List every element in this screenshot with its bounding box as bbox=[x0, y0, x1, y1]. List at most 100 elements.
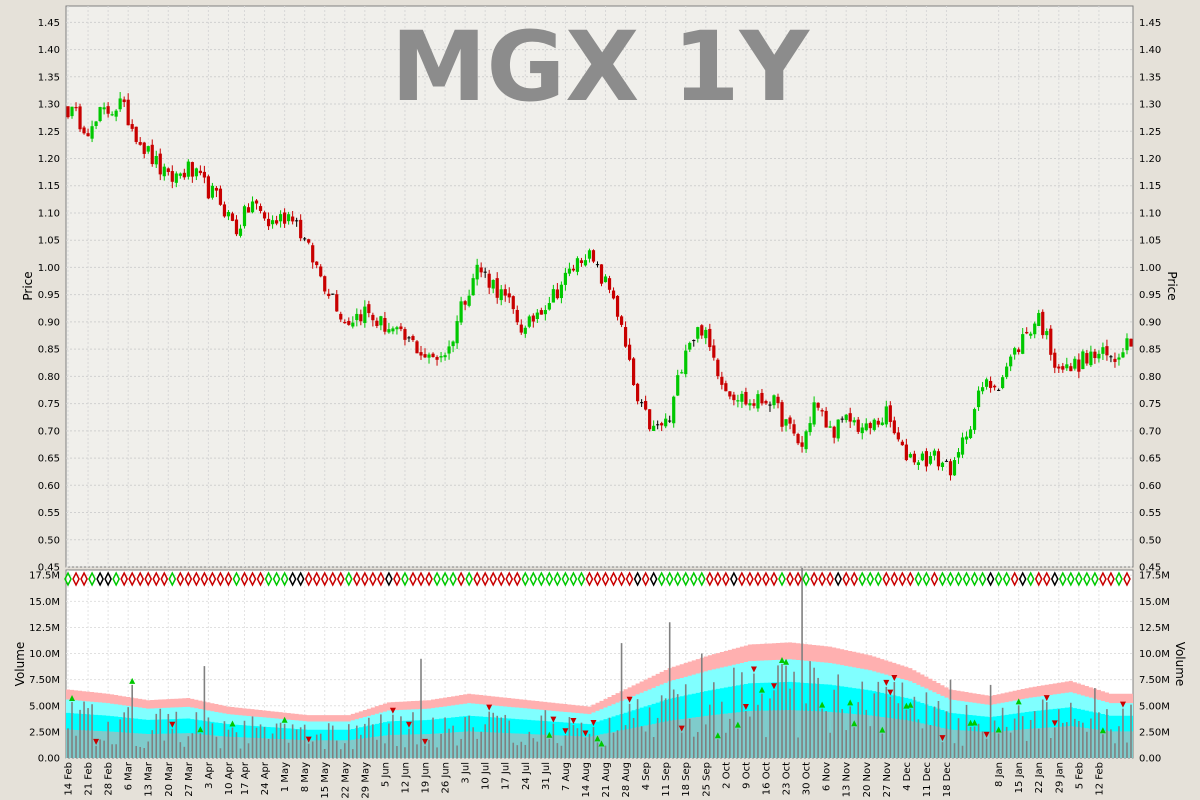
price-bar bbox=[988, 376, 993, 393]
price-bar bbox=[800, 436, 804, 453]
signal-marker bbox=[553, 571, 562, 587]
price-bar bbox=[339, 311, 343, 323]
signal-marker bbox=[136, 571, 145, 587]
signal-marker bbox=[96, 571, 104, 587]
price-bar bbox=[888, 401, 892, 428]
volume-tick-right: 2.50M bbox=[1139, 727, 1170, 738]
price-bar bbox=[230, 211, 235, 222]
signal-marker bbox=[457, 571, 465, 587]
volume-signal-marker bbox=[1015, 698, 1022, 705]
price-bar bbox=[844, 413, 848, 423]
price-bar bbox=[796, 432, 800, 446]
signal-marker bbox=[497, 571, 506, 587]
price-bar bbox=[864, 418, 868, 432]
x-tick-label: 7 Aug bbox=[561, 762, 572, 791]
price-bar bbox=[331, 293, 335, 295]
volume-tick-right: 0.00 bbox=[1139, 754, 1161, 765]
signal-marker bbox=[898, 571, 907, 587]
price-bar bbox=[1009, 354, 1013, 372]
volume-signal-marker bbox=[598, 740, 605, 747]
signal-marker bbox=[481, 571, 490, 587]
price-bar bbox=[1021, 327, 1025, 355]
x-tick-label: 5 Jun bbox=[380, 762, 391, 787]
signal-marker bbox=[577, 571, 586, 587]
price-bar bbox=[1029, 331, 1033, 339]
volume-signal-marker bbox=[758, 686, 765, 693]
x-tick-label: 1 May bbox=[280, 762, 291, 792]
signal-marker bbox=[641, 571, 650, 587]
price-bar bbox=[1093, 348, 1097, 364]
signal-marker bbox=[473, 571, 481, 587]
x-axis-ticks: 14 Feb 21 Feb 28 Feb 6 Mar 13 Mar 20 Mar 27 Ma… bbox=[64, 761, 1106, 798]
price-bar bbox=[1037, 309, 1041, 327]
price-bar bbox=[379, 315, 383, 331]
price-bar bbox=[840, 416, 844, 423]
signal-marker bbox=[569, 571, 578, 587]
price-bar bbox=[752, 399, 756, 409]
price-bar bbox=[816, 402, 820, 411]
x-tick-label: 5 Feb bbox=[1074, 762, 1085, 789]
price-tick-left: 0.70 bbox=[38, 426, 60, 437]
price-bar bbox=[206, 174, 211, 200]
price-bar bbox=[920, 451, 925, 462]
signal-marker bbox=[962, 571, 971, 587]
volume-signal-marker bbox=[983, 731, 990, 738]
signal-marker bbox=[810, 571, 818, 587]
volume-signal-marker bbox=[779, 657, 786, 663]
price-bar bbox=[764, 399, 768, 405]
x-tick-label: 13 Mar bbox=[144, 761, 155, 797]
signal-marker bbox=[681, 571, 690, 587]
price-tick-right: 1.45 bbox=[1139, 18, 1161, 29]
x-tick-label: 8 Jan bbox=[994, 762, 1005, 787]
price-bar bbox=[126, 93, 130, 126]
signal-marker bbox=[778, 571, 786, 587]
price-bar bbox=[728, 391, 732, 400]
price-bar bbox=[66, 106, 70, 119]
price-bar bbox=[1053, 348, 1057, 374]
price-bar bbox=[106, 102, 110, 118]
price-bar bbox=[118, 92, 122, 112]
price-bar bbox=[323, 275, 327, 295]
price-bar bbox=[896, 427, 900, 442]
signal-marker bbox=[705, 571, 714, 587]
signal-marker bbox=[377, 571, 385, 587]
price-bar bbox=[178, 172, 182, 179]
price-bar bbox=[258, 203, 263, 214]
price-bar bbox=[419, 345, 423, 360]
volume-tick-left: 12.5M bbox=[29, 623, 60, 634]
signal-marker bbox=[1026, 571, 1035, 587]
price-bar bbox=[98, 106, 102, 123]
price-bar bbox=[435, 355, 439, 366]
price-bar bbox=[146, 145, 150, 154]
price-bar bbox=[700, 324, 704, 339]
signal-marker bbox=[80, 571, 88, 587]
price-bar bbox=[1105, 339, 1109, 361]
price-tick-right: 0.75 bbox=[1139, 399, 1161, 410]
signal-marker bbox=[465, 571, 473, 587]
price-bar bbox=[880, 417, 884, 426]
price-bar bbox=[1049, 325, 1053, 361]
price-bar bbox=[319, 264, 323, 278]
price-bar bbox=[567, 262, 572, 277]
x-tick-label: 12 Jun bbox=[400, 762, 411, 794]
price-tick-left: 0.80 bbox=[38, 372, 60, 383]
price-bar bbox=[182, 168, 186, 180]
price-bar bbox=[463, 300, 467, 311]
price-bar bbox=[242, 204, 247, 229]
price-bar bbox=[652, 420, 656, 432]
volume-tick-right: 10.0M bbox=[1139, 649, 1170, 660]
price-bar bbox=[387, 322, 391, 334]
price-bar bbox=[307, 238, 311, 245]
price-bar bbox=[615, 295, 620, 321]
signal-marker bbox=[328, 571, 337, 587]
x-tick-label: 22 May bbox=[340, 762, 351, 799]
volume-signal-marker bbox=[422, 738, 429, 745]
price-bar bbox=[684, 344, 688, 378]
signal-marker bbox=[1091, 571, 1099, 587]
price-tick-right: 1.20 bbox=[1139, 154, 1161, 165]
volume-signal-marker bbox=[939, 735, 946, 742]
price-bar bbox=[956, 448, 961, 464]
signal-marker bbox=[762, 571, 770, 587]
volume-signal-marker bbox=[582, 730, 589, 737]
x-tick-label: 18 Sep bbox=[681, 762, 692, 797]
